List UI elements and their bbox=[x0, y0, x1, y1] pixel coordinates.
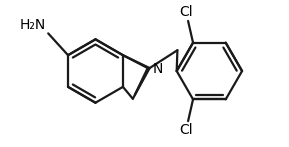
Text: Cl: Cl bbox=[179, 123, 193, 137]
Text: N: N bbox=[153, 62, 163, 76]
Text: Cl: Cl bbox=[179, 5, 193, 19]
Text: H₂N: H₂N bbox=[20, 18, 46, 32]
